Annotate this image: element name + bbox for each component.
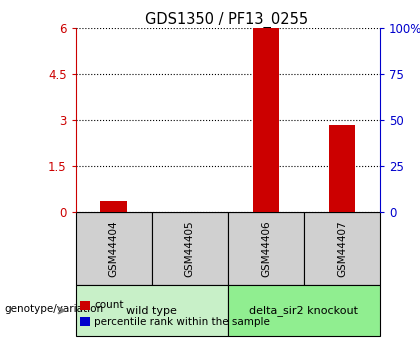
- Text: delta_sir2 knockout: delta_sir2 knockout: [249, 305, 359, 316]
- Text: GSM44406: GSM44406: [261, 220, 271, 277]
- Text: GDS1350 / PF13_0255: GDS1350 / PF13_0255: [145, 12, 308, 28]
- Bar: [80, 301, 90, 310]
- Bar: [100, 201, 127, 212]
- Bar: [228, 285, 380, 336]
- Bar: [76, 285, 228, 336]
- Text: count: count: [94, 300, 124, 310]
- Bar: [76, 212, 152, 285]
- Bar: [80, 317, 90, 326]
- Text: GSM44404: GSM44404: [109, 220, 119, 277]
- Bar: [152, 212, 228, 285]
- Bar: [329, 125, 355, 212]
- Bar: [304, 212, 380, 285]
- Text: GSM44405: GSM44405: [185, 220, 195, 277]
- Text: GSM44407: GSM44407: [337, 220, 347, 277]
- Text: percentile rank within the sample: percentile rank within the sample: [94, 317, 270, 326]
- Text: wild type: wild type: [126, 306, 177, 315]
- Bar: [252, 28, 279, 212]
- Text: genotype/variation: genotype/variation: [4, 304, 103, 314]
- Bar: [228, 212, 304, 285]
